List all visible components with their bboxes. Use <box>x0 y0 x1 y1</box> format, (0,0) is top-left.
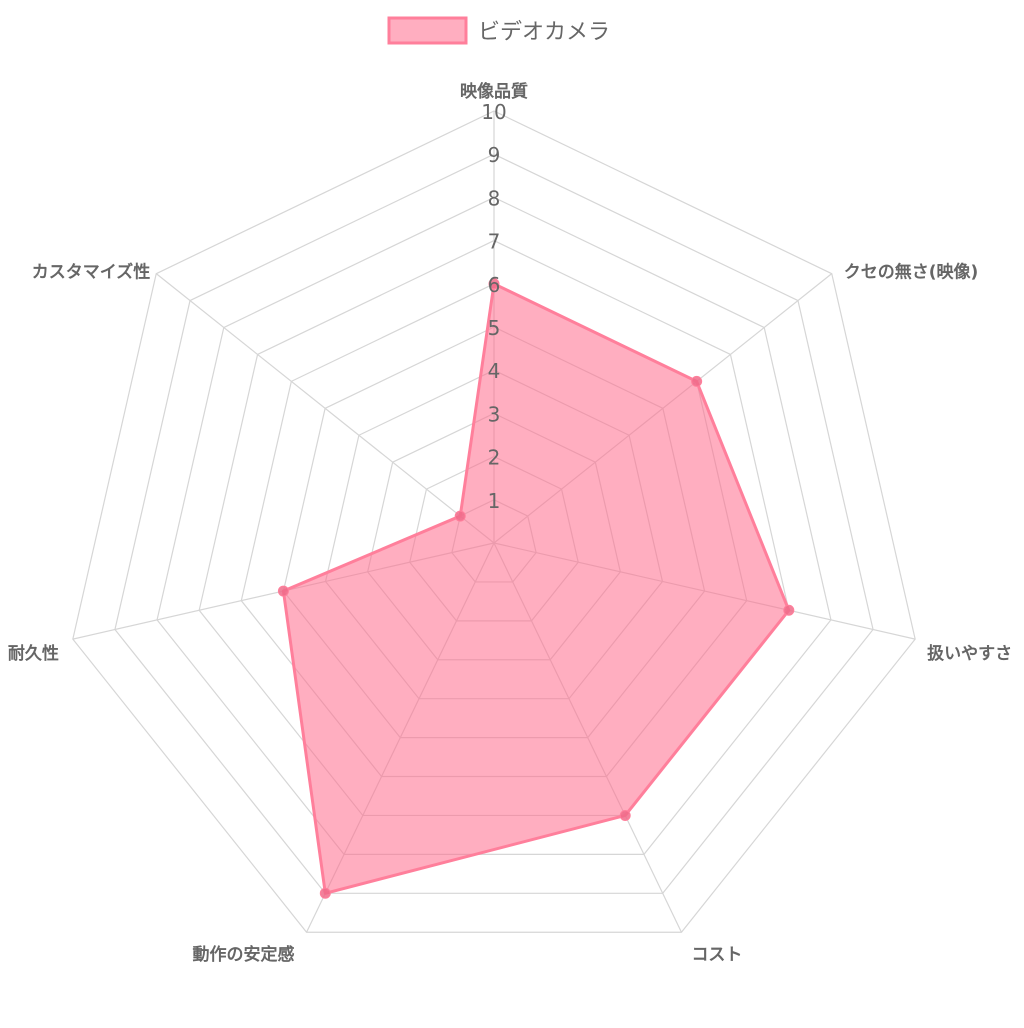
axis-label: 動作の安定感 <box>193 944 295 965</box>
tick-label: 8 <box>488 186 501 210</box>
legend-swatch <box>387 16 468 45</box>
tick-label: 4 <box>488 359 501 383</box>
series-area-0 <box>281 282 791 895</box>
tick-label: 9 <box>488 143 501 167</box>
tick-label: 3 <box>488 402 501 426</box>
axis-label: カスタマイズ性 <box>32 262 151 283</box>
data-point <box>319 887 331 899</box>
radar-grid-ring <box>114 153 874 894</box>
radar-data <box>277 278 795 899</box>
radar-spoke <box>155 273 495 544</box>
tick-label: 2 <box>488 446 501 470</box>
data-point <box>619 809 631 821</box>
data-point <box>454 510 466 522</box>
axis-label: コスト <box>691 945 742 965</box>
axis-label: クセの無さ(映像) <box>844 262 979 283</box>
data-point <box>691 375 703 387</box>
radar-grid-ring <box>156 196 832 855</box>
axis-label: 映像品質 <box>460 81 528 102</box>
tick-label: 5 <box>488 316 501 340</box>
axis-label: 耐久性 <box>8 643 59 664</box>
tick-label: 6 <box>488 273 501 297</box>
radar-grid-ring <box>72 110 916 933</box>
tick-label: 10 <box>481 100 506 124</box>
legend-label: ビデオカメラ <box>478 20 610 45</box>
data-point <box>783 604 795 616</box>
axis-label: 扱いやすさ <box>927 643 1012 664</box>
legend[interactable]: ビデオカメラ <box>387 16 610 45</box>
tick-label: 1 <box>488 489 501 513</box>
data-point <box>277 585 289 597</box>
data-point <box>488 278 500 290</box>
tick-label: 7 <box>488 230 501 254</box>
radar-tick-labels: 1 2 3 4 5 6 7 8 9 10 <box>481 100 506 513</box>
